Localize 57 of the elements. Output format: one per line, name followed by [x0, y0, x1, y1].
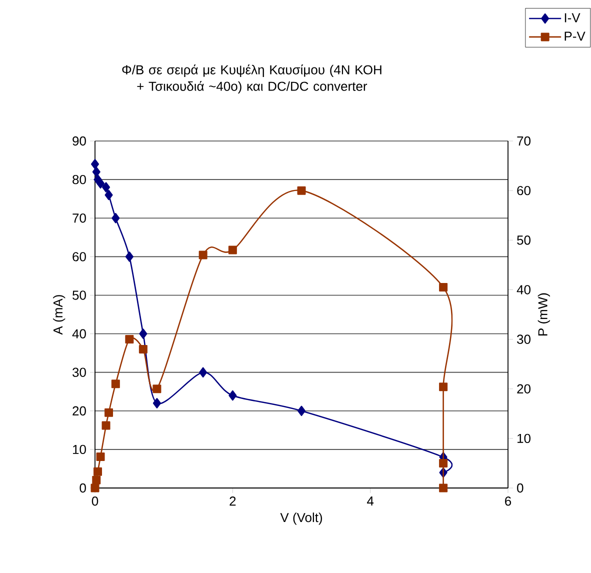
y2-tick-label: 30: [517, 334, 530, 344]
y-tick-label: 40: [72, 329, 86, 338]
point: [439, 382, 448, 392]
point: [104, 190, 113, 200]
point: [139, 328, 148, 339]
y2-tick-label: 50: [517, 236, 530, 245]
point: [94, 467, 102, 476]
y2-tick-label: 60: [517, 186, 530, 196]
point: [439, 458, 448, 468]
y-tick-label: 60: [72, 252, 86, 262]
x-tick-label: 2: [230, 496, 236, 506]
point: [96, 452, 105, 462]
y-tick-label: 80: [72, 174, 86, 184]
point: [297, 186, 306, 195]
point: [92, 476, 101, 484]
point: [111, 380, 120, 388]
point: [439, 282, 448, 292]
legend-label: I-V: [564, 13, 580, 22]
y2-tick-label: 40: [516, 285, 530, 294]
y-tick-label: 30: [72, 368, 86, 377]
y-tick-label: 10: [72, 444, 86, 454]
point: [198, 250, 208, 260]
legend-label: P-V: [564, 32, 586, 41]
x-tick-label: 0: [92, 496, 98, 506]
y-tick-label: 70: [72, 214, 86, 223]
point: [228, 246, 237, 254]
y2-tick-label: 10: [518, 434, 530, 444]
chart-title: Φ/Β σε σειρά με Κυψέλη Καυσίμου (4Ν ΚΟΗ + Τσικουδιά ~40ο) και DC/DC converter: [122, 64, 382, 94]
y-tick-label: 20: [72, 406, 86, 416]
point: [102, 182, 110, 192]
point: [439, 484, 448, 492]
point: [152, 384, 162, 394]
point: [152, 398, 161, 408]
point: [125, 252, 134, 262]
x-tick-label: 4: [367, 496, 374, 506]
y2-axis-title: P (mW): [538, 293, 550, 336]
point: [228, 390, 237, 401]
y2-tick-label: 0: [517, 483, 524, 493]
point: [104, 408, 114, 417]
point: [199, 367, 208, 378]
x-tick-label: 6: [505, 496, 512, 506]
y-tick-label: 90: [72, 136, 86, 146]
point: [96, 178, 105, 189]
x-axis-title: V (Volt): [280, 512, 322, 525]
y-axis-title: A (mA): [53, 295, 66, 335]
point: [102, 421, 110, 430]
point: [90, 484, 100, 492]
y2-tick-label: 20: [517, 384, 530, 394]
point: [297, 406, 306, 416]
point: [138, 344, 148, 354]
point: [92, 166, 100, 177]
point: [125, 335, 134, 344]
y-tick-label: 50: [72, 290, 86, 300]
point: [90, 158, 100, 170]
y2-tick-label: 70: [517, 136, 530, 146]
point: [112, 212, 120, 224]
y-tick-label: 0: [80, 483, 86, 493]
